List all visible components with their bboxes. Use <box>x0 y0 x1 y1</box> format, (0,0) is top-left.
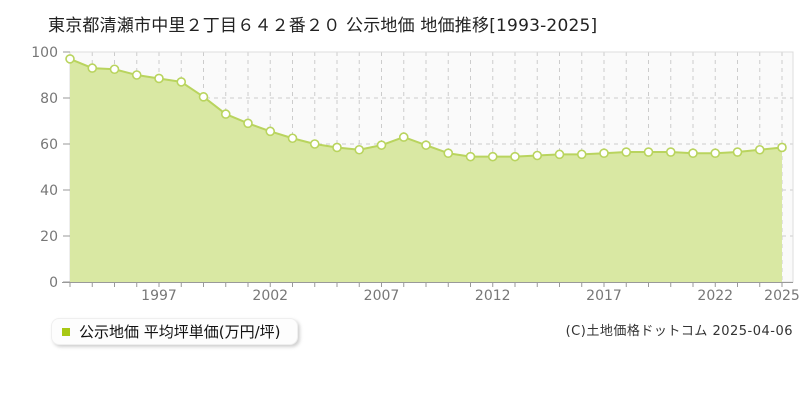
chart-title: 東京都清瀬市中里２丁目６４２番２０ 公示地価 地価推移[1993-2025] <box>48 16 598 36</box>
data-point-2011[interactable] <box>465 151 476 162</box>
copyright: (C)土地価格ドットコム 2025-04-06 <box>565 324 793 339</box>
data-point-2008[interactable] <box>398 132 409 142</box>
data-point-2018[interactable] <box>621 147 632 157</box>
data-point-2012[interactable] <box>487 151 498 162</box>
data-point-1995[interactable] <box>109 64 120 75</box>
data-point-2002[interactable] <box>265 126 276 137</box>
x-axis-label: 1997 <box>141 288 177 304</box>
data-point-2013[interactable] <box>510 151 520 162</box>
y-axis-label: 100 <box>31 45 58 61</box>
data-point-2007[interactable] <box>376 140 387 150</box>
data-point-2016[interactable] <box>576 149 587 160</box>
x-axis-label: 2012 <box>475 288 511 304</box>
data-point-2006[interactable] <box>354 144 365 155</box>
data-point-2004[interactable] <box>309 139 320 149</box>
data-point-2014[interactable] <box>532 150 543 161</box>
price-area-chart: 0 20 40 60 80 100 1997 2002 2007 2012 2017 2022 2025 <box>31 45 800 304</box>
data-point-2019[interactable] <box>643 147 654 157</box>
data-point-2009[interactable] <box>421 140 431 150</box>
legend-label: 公示地価 平均坪単価(万円/坪) <box>79 323 281 341</box>
data-point-1996[interactable] <box>131 70 142 80</box>
data-point-2020[interactable] <box>665 147 676 157</box>
data-point-2000[interactable] <box>220 109 231 119</box>
y-axis-label: 40 <box>40 183 58 199</box>
data-point-2005[interactable] <box>332 142 342 153</box>
data-point-1997[interactable] <box>154 73 164 84</box>
data-point-1998[interactable] <box>176 77 187 87</box>
price-area-fill <box>70 58 782 283</box>
data-point-2001[interactable] <box>243 118 253 129</box>
y-axis-label: 20 <box>40 229 58 245</box>
data-point-2022[interactable] <box>710 148 721 158</box>
data-point-2023[interactable] <box>732 147 743 157</box>
x-axis-label: 2022 <box>697 288 733 304</box>
data-point-2003[interactable] <box>287 133 298 144</box>
data-point-2010[interactable] <box>443 148 454 158</box>
data-point-1994[interactable] <box>87 63 98 73</box>
data-point-2021[interactable] <box>688 148 698 158</box>
data-point-2024[interactable] <box>754 144 765 155</box>
data-point-1993[interactable] <box>65 54 75 64</box>
y-axis-label: 0 <box>49 275 58 291</box>
y-axis-label: 60 <box>40 137 58 153</box>
x-axis-label: 2007 <box>364 288 400 304</box>
x-axis-label: 2017 <box>586 288 622 304</box>
y-axis-label: 80 <box>40 91 58 107</box>
data-point-2017[interactable] <box>599 148 609 158</box>
legend: 公示地価 平均坪単価(万円/坪) <box>51 318 298 345</box>
x-axis-label: 2025 <box>764 288 800 304</box>
data-point-1999[interactable] <box>198 92 209 102</box>
data-point-2025[interactable] <box>777 142 787 153</box>
data-point-2015[interactable] <box>554 149 565 160</box>
legend-swatch-icon <box>62 327 70 336</box>
x-axis-label: 2002 <box>252 288 288 304</box>
